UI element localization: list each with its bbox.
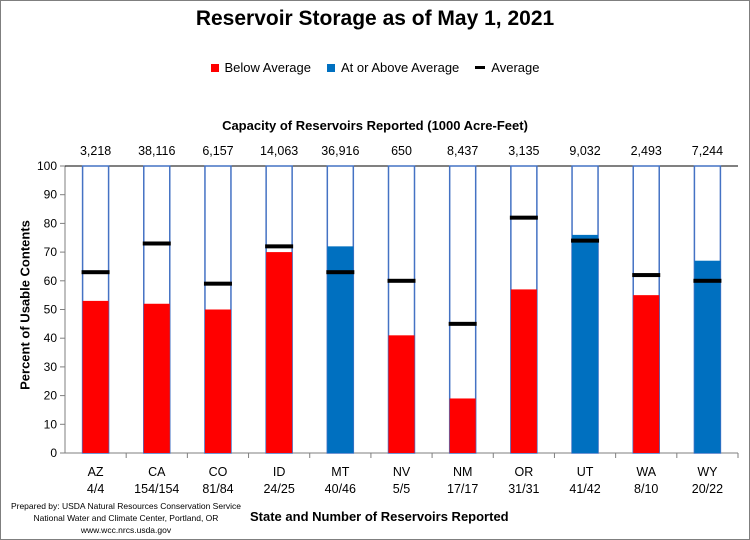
y-tick-label: 90 [44,188,58,202]
capacity-label-wy: 7,244 [692,144,723,158]
bar-nv [388,335,415,453]
footer-line-3: www.wcc.nrcs.usda.gov [80,525,172,535]
reservoir-count-id: 24/25 [263,482,294,496]
y-tick-label: 20 [44,389,58,403]
legend-label-below: Below Average [224,60,312,75]
bar-ut [572,234,599,453]
average-marker-nm [448,321,477,326]
legend-label-average: Average [491,60,540,75]
legend-item-below: Below Average [210,60,312,75]
y-tick-label: 0 [50,446,57,460]
bar-nm [449,398,476,453]
capacity-label-id: 14,063 [260,144,298,158]
bar-mt [327,246,354,453]
capacity-label-nv: 650 [391,144,412,158]
bar-wa [633,295,660,453]
x-axis-label: State and Number of Reservoirs Reported [250,509,509,524]
capacity-label-ut: 9,032 [569,144,600,158]
capacity-label-ca: 38,116 [138,144,175,158]
legend-swatch-below [210,63,219,72]
average-marker-wa [632,273,661,278]
bar-co [204,309,231,453]
x-tick-label-mt: MT [331,465,349,479]
reservoir-count-ut: 41/42 [569,482,600,496]
reservoir-count-or: 31/31 [508,482,539,496]
footer-line-1: Prepared by: USDA Natural Resources Cons… [10,501,242,511]
chart-title: Reservoir Storage as of May 1, 2021 [195,7,555,30]
x-tick-label-az: AZ [88,465,104,479]
x-tick-label-nv: NV [393,465,411,479]
x-tick-label-wa: WA [636,465,656,479]
average-marker-mt [326,270,355,275]
reservoir-count-nm: 17/17 [447,482,478,496]
x-tick-label-wy: WY [697,465,718,479]
y-tick-label: 100 [37,159,57,173]
average-marker-co [203,281,232,286]
capacity-label-or: 3,135 [508,144,539,158]
legend-item-average: Average [475,60,539,75]
capacity-label-az: 3,218 [80,144,111,158]
footer-line-2: National Water and Climate Center, Portl… [33,513,219,523]
reservoir-count-az: 4/4 [87,482,104,496]
reservoir-count-co: 81/84 [202,482,233,496]
capacity-label-nm: 8,437 [447,144,478,158]
y-tick-label: 40 [44,331,58,345]
reservoir-count-wy: 20/22 [692,482,723,496]
x-tick-label-ut: UT [577,465,594,479]
average-marker-or [509,215,538,220]
average-marker-az [81,270,110,275]
x-tick-label-co: CO [209,465,228,479]
bar-or [510,289,537,453]
x-tick-label-ca: CA [148,465,166,479]
legend-item-above: At or Above Average [327,60,459,75]
y-tick-label: 10 [44,417,58,431]
footer-credit: Prepared by: USDA Natural Resources Cons… [6,500,246,536]
average-marker-wy [693,278,722,283]
x-tick-label-id: ID [273,465,286,479]
average-marker-id [265,244,294,249]
capacity-label-co: 6,157 [202,144,233,158]
reservoir-count-wa: 8/10 [634,482,658,496]
average-marker-ca [142,241,171,246]
capacity-title: Capacity of Reservoirs Reported (1000 Ac… [222,118,528,133]
y-tick-label: 50 [44,303,58,317]
y-tick-label: 80 [44,216,58,230]
capacity-label-mt: 36,916 [321,144,359,158]
capacity-label-wa: 2,493 [631,144,662,158]
reservoir-count-mt: 40/46 [325,482,356,496]
legend-swatch-average [475,66,486,69]
x-tick-label-or: OR [514,465,533,479]
y-tick-label: 60 [44,274,58,288]
average-marker-nv [387,278,416,283]
bar-id [266,252,293,453]
y-tick-label: 70 [44,245,58,259]
bar-ca [143,303,170,453]
x-tick-label-nm: NM [453,465,472,479]
reservoir-count-nv: 5/5 [393,482,410,496]
bar-az [82,300,109,453]
y-tick-label: 30 [44,360,58,374]
legend-swatch-above [327,63,335,72]
legend-label-above: At or Above Average [341,60,460,75]
legend: Below Average At or Above Average Averag… [0,60,750,75]
bar-wy [694,260,721,453]
average-marker-ut [571,238,600,243]
reservoir-count-ca: 154/154 [134,482,179,496]
